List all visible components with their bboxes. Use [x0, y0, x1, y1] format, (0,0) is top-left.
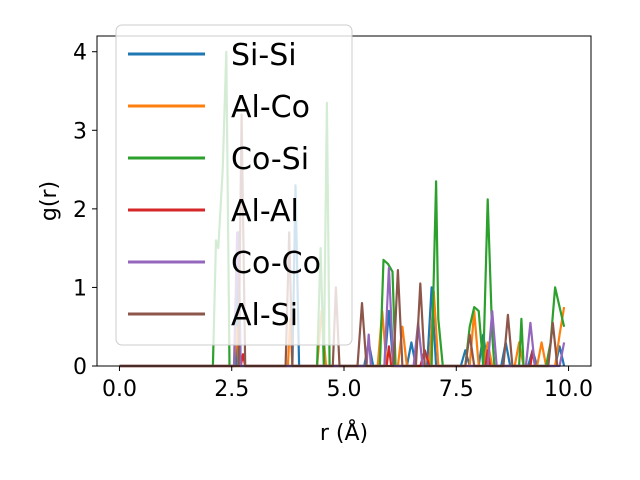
x-tick-label: 0.0: [102, 377, 137, 402]
x-tick-label: 5.0: [327, 377, 362, 402]
legend-label: Al-Si: [231, 298, 298, 333]
y-tick-label: 2: [73, 198, 87, 223]
legend-label: Si-Si: [231, 38, 297, 73]
x-axis-label: r (Å): [320, 419, 368, 446]
legend-frame: [115, 24, 353, 346]
x-tick-label: 2.5: [214, 377, 249, 402]
legend-label: Co-Si: [231, 142, 309, 177]
y-axis-label: g(r): [37, 181, 62, 221]
legend-label: Al-Co: [231, 90, 310, 125]
legend-entries: Si-Si Al-Co Co-Si Al-Al Co-Co Al-Si: [128, 38, 321, 333]
ticks-layer: 0.0 2.5 5.0 7.5 10.0 0 1 2 3 4: [73, 41, 593, 402]
legend-label: Co-Co: [231, 246, 321, 281]
y-tick-label: 1: [73, 276, 87, 301]
x-tick-label: 10.0: [544, 377, 593, 402]
y-tick-label: 4: [73, 41, 87, 66]
legend-label: Al-Al: [231, 194, 299, 229]
x-tick-label: 7.5: [439, 377, 474, 402]
y-tick-label: 0: [73, 355, 87, 380]
y-tick-label: 3: [73, 119, 87, 144]
legend: Si-Si Al-Co Co-Si Al-Al Co-Co Al-Si: [115, 24, 353, 346]
